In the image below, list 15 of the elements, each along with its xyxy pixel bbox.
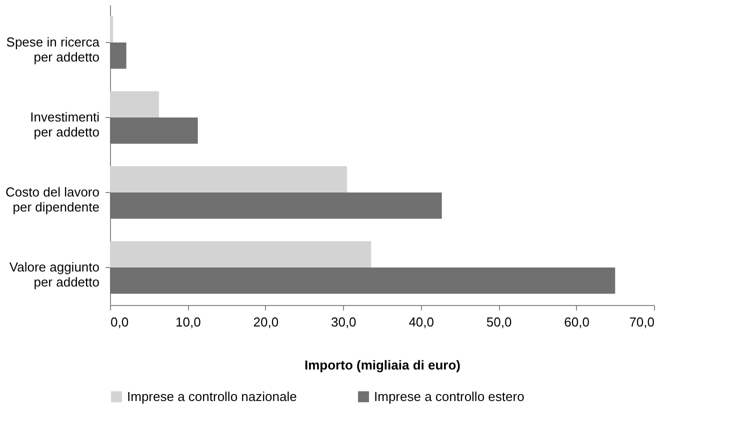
y-tick-label: Investimenti per addetto <box>30 110 100 140</box>
legend-label: Imprese a controllo nazionale <box>127 388 297 404</box>
x-tick-label: 60,0 <box>564 314 590 330</box>
x-tick-label: 70,0 <box>629 314 654 330</box>
x-tick-label: 30,0 <box>330 314 356 330</box>
x-tick-label: 0,0 <box>110 314 129 330</box>
y-tick-label: Valore aggiunto per addetto <box>9 260 100 290</box>
y-tick-label: Spese in ricerca per addetto <box>6 34 100 64</box>
y-tick-label: Costo del lavoro per dipendente <box>6 184 100 214</box>
x-tick-label: 20,0 <box>253 314 279 330</box>
legend-label: Imprese a controllo estero <box>374 388 524 404</box>
x-axis-title: Importo (migliaia di euro) <box>304 358 461 372</box>
x-tick-label: 40,0 <box>408 314 434 330</box>
x-tick-label: 50,0 <box>486 314 512 330</box>
x-tick-label: 10,0 <box>176 314 201 330</box>
